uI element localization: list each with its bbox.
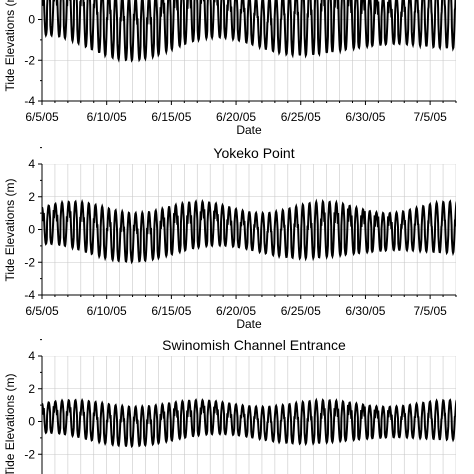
y-tick-label: -2 — [24, 255, 35, 269]
tide-series-line — [42, 0, 456, 63]
x-tick-label: 6/10/05 — [87, 304, 127, 318]
y-tick-label: -2 — [24, 53, 35, 67]
x-tick-label: 6/5/05 — [25, 304, 59, 318]
x-tick-label: 7/5/05 — [413, 110, 447, 124]
y-tick-label: -4 — [24, 288, 35, 302]
y-axis-label: Tide Elevations (m) — [3, 179, 17, 282]
y-tick-label: -4 — [24, 94, 35, 108]
x-tick-label: 6/5/05 — [25, 110, 59, 124]
x-axis-label: Date — [236, 317, 262, 331]
x-tick-label: 7/5/05 — [413, 304, 447, 318]
y-tick-label: 0 — [28, 13, 35, 27]
chart-panel-2: -4 -2 0 2 4 6/5/05 6/10/05 6/15/05 6/20/05 6/25/0… — [3, 145, 457, 331]
y-tick-label: 2 — [28, 190, 35, 204]
chart-panel-1: -4-2026/5/056/10/056/15/056/20/056/25/05… — [3, 0, 457, 137]
chart-title: Yokeko Point — [213, 145, 294, 161]
y-tick-label: 0 — [28, 415, 35, 429]
x-tick-label: 6/15/05 — [151, 304, 191, 318]
y-axis-label: Tide Elevations (m) — [3, 374, 17, 474]
chart-title: Swinomish Channel Entrance — [162, 337, 346, 353]
x-tick-label: 6/20/05 — [216, 304, 256, 318]
x-tick-label: 6/25/05 — [281, 304, 321, 318]
y-axis-label: Tide Elevations (m) — [3, 0, 17, 91]
y-tick-label: -2 — [24, 447, 35, 461]
x-axis-label: Date — [236, 123, 262, 137]
y-tick-label: 4 — [28, 157, 35, 171]
grid-lines — [42, 356, 456, 474]
chart-panel-3: -2 0 2 4 Tide Elevations (m) Swinomish Channe… — [3, 337, 456, 474]
y-tick-label: 2 — [28, 382, 35, 396]
tide-series-line — [42, 397, 456, 449]
x-tick-label: 6/10/05 — [87, 110, 127, 124]
x-tick-label: 6/15/05 — [151, 110, 191, 124]
x-tick-label: 6/25/05 — [281, 110, 321, 124]
x-tick-label: 6/30/05 — [345, 110, 385, 124]
x-tick-label: 6/30/05 — [345, 304, 385, 318]
x-tick-label: 6/20/05 — [216, 110, 256, 124]
y-tick-label: 0 — [28, 223, 35, 237]
tide-series-line — [42, 198, 456, 265]
y-tick-label: 4 — [28, 349, 35, 363]
